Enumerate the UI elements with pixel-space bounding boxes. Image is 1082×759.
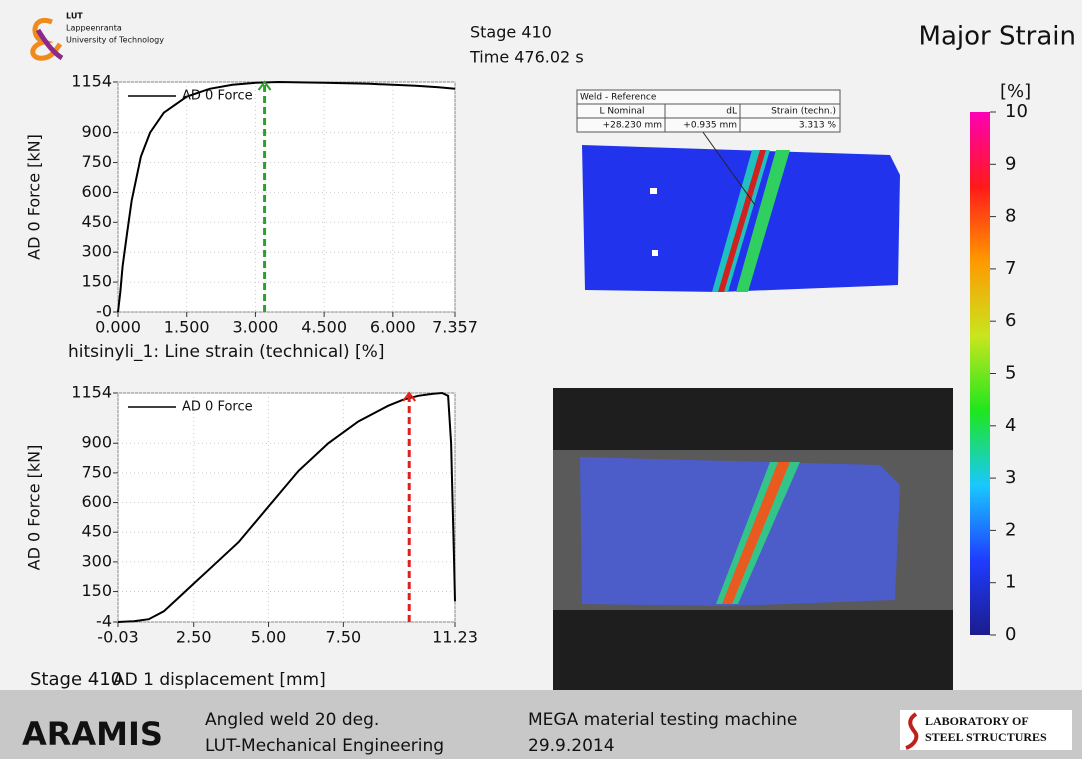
y-tick-label: 600 bbox=[81, 182, 112, 201]
lab-text: STEEL STRUCTURES bbox=[925, 730, 1047, 744]
plot-area bbox=[118, 393, 455, 622]
colorbar bbox=[970, 112, 990, 635]
colorbar-label: 8 bbox=[1005, 206, 1016, 227]
x-tick-label: 6.000 bbox=[370, 318, 416, 337]
colorbar-label: 3 bbox=[1005, 467, 1016, 488]
camera-image bbox=[553, 388, 953, 700]
footer-text: Angled weld 20 deg. bbox=[205, 710, 379, 730]
logo-text: LUT bbox=[66, 12, 83, 21]
lab-text: LABORATORY OF bbox=[925, 714, 1029, 728]
x-tick-label: -0.03 bbox=[97, 628, 138, 647]
footer-text: LUT-Mechanical Engineering bbox=[205, 736, 444, 756]
inspection-header: L Nominal bbox=[599, 107, 644, 117]
x-axis-label: AD 1 displacement [mm] bbox=[113, 670, 326, 690]
y-tick-label: 900 bbox=[81, 433, 112, 452]
y-tick-label: 150 bbox=[81, 272, 112, 291]
colorbar-unit: [%] bbox=[1000, 81, 1031, 102]
footer-text: MEGA material testing machine bbox=[528, 710, 797, 730]
colorbar-label: 0 bbox=[1005, 624, 1016, 645]
x-tick-label: 4.500 bbox=[301, 318, 347, 337]
inspection-header: dL bbox=[726, 107, 737, 117]
y-tick-label: 1154 bbox=[71, 72, 112, 91]
colorbar-label: 9 bbox=[1005, 153, 1016, 174]
y-tick-label: 150 bbox=[81, 581, 112, 600]
legend-label: AD 0 Force bbox=[182, 400, 253, 415]
brand: ARAMIS bbox=[22, 715, 163, 753]
colorbar-label: 7 bbox=[1005, 258, 1016, 279]
y-tick-label: 900 bbox=[81, 122, 112, 141]
screen: LUT Lappeenranta University of Technolog… bbox=[0, 0, 1082, 759]
colorbar-label: 4 bbox=[1005, 415, 1016, 436]
logo-text: Lappeenranta bbox=[66, 24, 122, 33]
y-axis-label: AD 0 Force [kN] bbox=[25, 445, 44, 571]
inspection-value: +28.230 mm bbox=[603, 121, 662, 131]
y-tick-label: 1154 bbox=[71, 383, 112, 402]
plot-area bbox=[118, 82, 455, 312]
time: Time 476.02 s bbox=[469, 48, 584, 67]
x-tick-label: 2.50 bbox=[176, 628, 212, 647]
y-tick-label: 450 bbox=[81, 522, 112, 541]
footer-text: 29.9.2014 bbox=[528, 736, 615, 756]
inspection-header: Strain (techn.) bbox=[771, 107, 836, 117]
colorbar-label: 10 bbox=[1005, 101, 1028, 122]
x-tick-label: 11.23 bbox=[432, 628, 478, 647]
y-tick-label: 300 bbox=[81, 551, 112, 570]
logo-text: University of Technology bbox=[66, 36, 164, 45]
y-tick-label: 600 bbox=[81, 492, 112, 511]
view-title: Major Strain bbox=[919, 22, 1076, 52]
y-tick-label: 450 bbox=[81, 212, 112, 231]
inspection-value: 3.313 % bbox=[799, 121, 837, 131]
x-tick-label: 7.357 bbox=[432, 318, 478, 337]
stage: Stage 410 bbox=[470, 23, 552, 42]
y-tick-label: 750 bbox=[81, 152, 112, 171]
colorbar-label: 2 bbox=[1005, 519, 1016, 540]
inspection-title: Weld - Reference bbox=[580, 93, 657, 103]
legend-label: AD 0 Force bbox=[182, 89, 253, 104]
x-tick-label: 3.000 bbox=[233, 318, 279, 337]
y-tick-label: 750 bbox=[81, 462, 112, 481]
x-axis-label: hitsinyli_1: Line strain (technical) [%] bbox=[68, 342, 384, 362]
x-tick-label: 0.000 bbox=[95, 318, 141, 337]
colorbar-label: 6 bbox=[1005, 310, 1016, 331]
x-tick-label: 7.50 bbox=[326, 628, 362, 647]
y-axis-label: AD 0 Force [kN] bbox=[25, 134, 44, 260]
x-tick-label: 5.00 bbox=[251, 628, 287, 647]
stage-label: Stage 410 bbox=[30, 669, 122, 690]
colorbar-label: 5 bbox=[1005, 363, 1016, 384]
colorbar-label: 1 bbox=[1005, 572, 1016, 593]
x-tick-label: 1.500 bbox=[164, 318, 210, 337]
y-tick-label: 300 bbox=[81, 242, 112, 261]
inspection-value: +0.935 mm bbox=[683, 121, 737, 131]
